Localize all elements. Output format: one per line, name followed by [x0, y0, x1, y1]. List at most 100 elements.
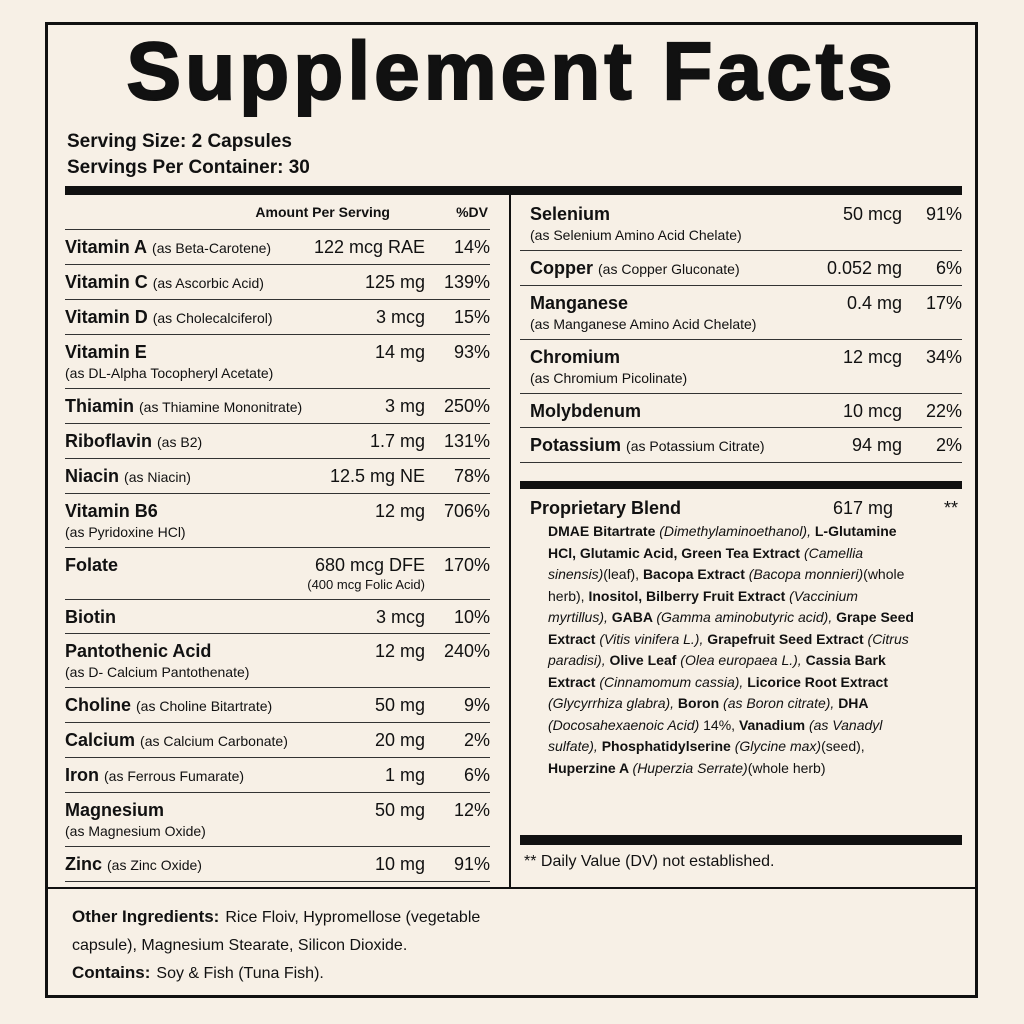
blend-dv: **	[943, 498, 958, 518]
daily-value: 17%	[925, 293, 962, 313]
amount: 10 mcg	[842, 401, 902, 421]
amount: 20 mg	[374, 730, 425, 750]
nutrient-name: Choline	[65, 695, 131, 715]
ingredient-text: Grapefruit Seed Extract	[707, 630, 868, 647]
amount: 10 mg	[374, 854, 425, 874]
nutrient: Choline (as Choline Bitartrate)	[65, 694, 375, 717]
daily-value: 22%	[925, 401, 962, 421]
nutrient: Vitamin C (as Ascorbic Acid)	[65, 271, 365, 294]
section-rule	[45, 887, 978, 889]
daily-value: 9%	[463, 695, 490, 715]
label: Other Ingredients:	[72, 907, 220, 926]
amount-cell: 3 mcg	[376, 306, 425, 328]
daily-value: 93%	[453, 342, 490, 362]
nutrient: Potassium (as Potassium Citrate)	[530, 434, 852, 457]
ingredient-text: (Dimethylaminoethanol),	[659, 523, 815, 539]
amount-cell: 12 mcg	[843, 346, 902, 368]
nutrient: Pantothenic Acid (as D- Calcium Pantothen…	[65, 640, 375, 682]
nutrient-source: (as Calcium Carbonate)	[140, 733, 288, 749]
nutrient-row: Potassium (as Potassium Citrate) 94 mg 2%	[520, 428, 962, 463]
ingredient-text: (Camellia sinensis)	[548, 544, 864, 583]
nutrient-source: (as Manganese Amino Acid Chelate)	[530, 316, 757, 332]
daily-value: 91%	[453, 854, 490, 874]
nutrient: Chromium (as Chromium Picolinate)	[530, 346, 843, 388]
nutrient: Magnesium (as Magnesium Oxide)	[65, 799, 375, 841]
daily-value: 14%	[453, 237, 490, 257]
amount-header: Amount Per Serving	[255, 204, 390, 220]
ingredient-text: (Vaccinium myrtillus),	[548, 587, 858, 626]
daily-value: 706%	[443, 501, 490, 521]
ingredient-text: (Olea europaea L.),	[680, 652, 806, 668]
nutrient-row: Chromium (as Chromium Picolinate) 12 mcg 34…	[520, 340, 962, 394]
amount-cell: 50 mg	[375, 799, 425, 821]
nutrient-row: Iron (as Ferrous Fumarate) 1 mg 6%	[65, 758, 490, 793]
amount-cell: 0.052 mg	[827, 257, 902, 279]
amount: 3 mcg	[375, 307, 425, 327]
ingredient-text: (seed),	[821, 738, 865, 754]
amount: 0.052 mg	[826, 258, 902, 278]
title: Supplement Facts	[125, 25, 897, 118]
column-header: Amount Per Serving %DV	[65, 200, 490, 230]
daily-value: 170%	[443, 555, 490, 575]
nutrient: Folate	[65, 554, 307, 576]
nutrient-row: Thiamin (as Thiamine Mononitrate) 3 mg 250%	[65, 389, 490, 424]
nutrient-name: Thiamin	[65, 396, 135, 416]
nutrient-row: Vitamin A (as Beta-Carotene) 122 mcg RAE 14…	[65, 230, 490, 265]
amount: 125 mg	[364, 272, 425, 292]
daily-value: 6%	[935, 258, 962, 278]
thick-rule	[520, 835, 962, 845]
amount-cell: 3 mcg	[376, 606, 425, 628]
column-divider	[509, 195, 511, 888]
ingredient-text: Boron	[677, 695, 724, 711]
nutrient: Thiamin (as Thiamine Mononitrate)	[65, 395, 385, 418]
ingredient-text: (Gamma aminobutyric acid),	[656, 609, 837, 625]
nutrient: Riboflavin (as B2)	[65, 430, 370, 453]
daily-value: 131%	[443, 431, 490, 451]
footnote: ** Daily Value (DV) not established.	[524, 853, 775, 870]
nutrient-source: (as Ascorbic Acid)	[152, 275, 264, 291]
nutrient: Biotin	[65, 606, 376, 628]
amount-cell: 1 mg	[385, 764, 425, 786]
amount: 14 mg	[374, 342, 425, 362]
amount: 50 mg	[374, 695, 425, 715]
nutrient-name: Potassium	[530, 435, 622, 455]
nutrient-name: Vitamin B6	[65, 501, 158, 521]
nutrient-source: (as Zinc Oxide)	[107, 857, 202, 873]
nutrient-source: (as Chromium Picolinate)	[530, 370, 688, 386]
ingredient-text: (Citrus paradisi),	[548, 630, 909, 669]
ingredient-text: Inositol, Bilberry Fruit Extract	[588, 587, 790, 604]
amount-cell: 14 mg	[375, 341, 425, 363]
nutrient-row: Manganese (as Manganese Amino Acid Chelat…	[520, 286, 962, 340]
nutrient-name: Vitamin E	[65, 342, 147, 362]
nutrient-row: Biotin 3 mcg 10%	[65, 600, 490, 634]
nutrient-name: Calcium	[65, 730, 136, 750]
daily-value: 139%	[443, 272, 490, 292]
nutrient-row: Calcium (as Calcium Carbonate) 20 mg 2%	[65, 723, 490, 758]
amount-cell: 122 mcg RAE	[314, 236, 425, 258]
ingredient-text: GABA	[611, 609, 657, 625]
amount-cell: 12 mg	[375, 500, 425, 522]
nutrient-name: Folate	[65, 555, 119, 575]
text: Rice Floiv, Hypromellose (vegetable caps…	[72, 909, 481, 954]
amount-cell: 10 mg	[375, 853, 425, 875]
daily-value: 2%	[463, 730, 490, 750]
nutrient-name: Selenium	[530, 204, 611, 224]
nutrient-row: Selenium (as Selenium Amino Acid Chelate)…	[520, 197, 962, 251]
nutrient-source: (as Choline Bitartrate)	[136, 698, 273, 714]
nutrient-source: (as Niacin)	[124, 469, 191, 485]
nutrient-row: Folate 680 mcg DFE (400 mcg Folic Acid) 170…	[65, 548, 490, 600]
nutrient-name: Iron	[65, 765, 99, 785]
ingredient-text: L-Glutamine HCl, Glutamic Acid, Green Te…	[548, 523, 897, 561]
amount: 3 mcg	[375, 607, 425, 627]
amount: 12.5 mg NE	[329, 466, 425, 486]
nutrient-source: (as Cholecalciferol)	[152, 310, 273, 326]
nutrient-source: (as Beta-Carotene)	[152, 240, 272, 256]
nutrient: Vitamin B6 (as Pyridoxine HCl)	[65, 500, 375, 542]
ingredient-text: (Bacopa monnieri)	[748, 566, 864, 582]
amount: 12 mg	[374, 501, 425, 521]
nutrient-row: Molybdenum 10 mcg 22%	[520, 394, 962, 428]
blend-ingredients: DMAE Bitartrate (Dimethylaminoethanol), …	[548, 521, 918, 779]
nutrient-name: Copper	[530, 258, 593, 278]
daily-value: 250%	[443, 396, 490, 416]
nutrient-row: Riboflavin (as B2) 1.7 mg 131%	[65, 424, 490, 459]
